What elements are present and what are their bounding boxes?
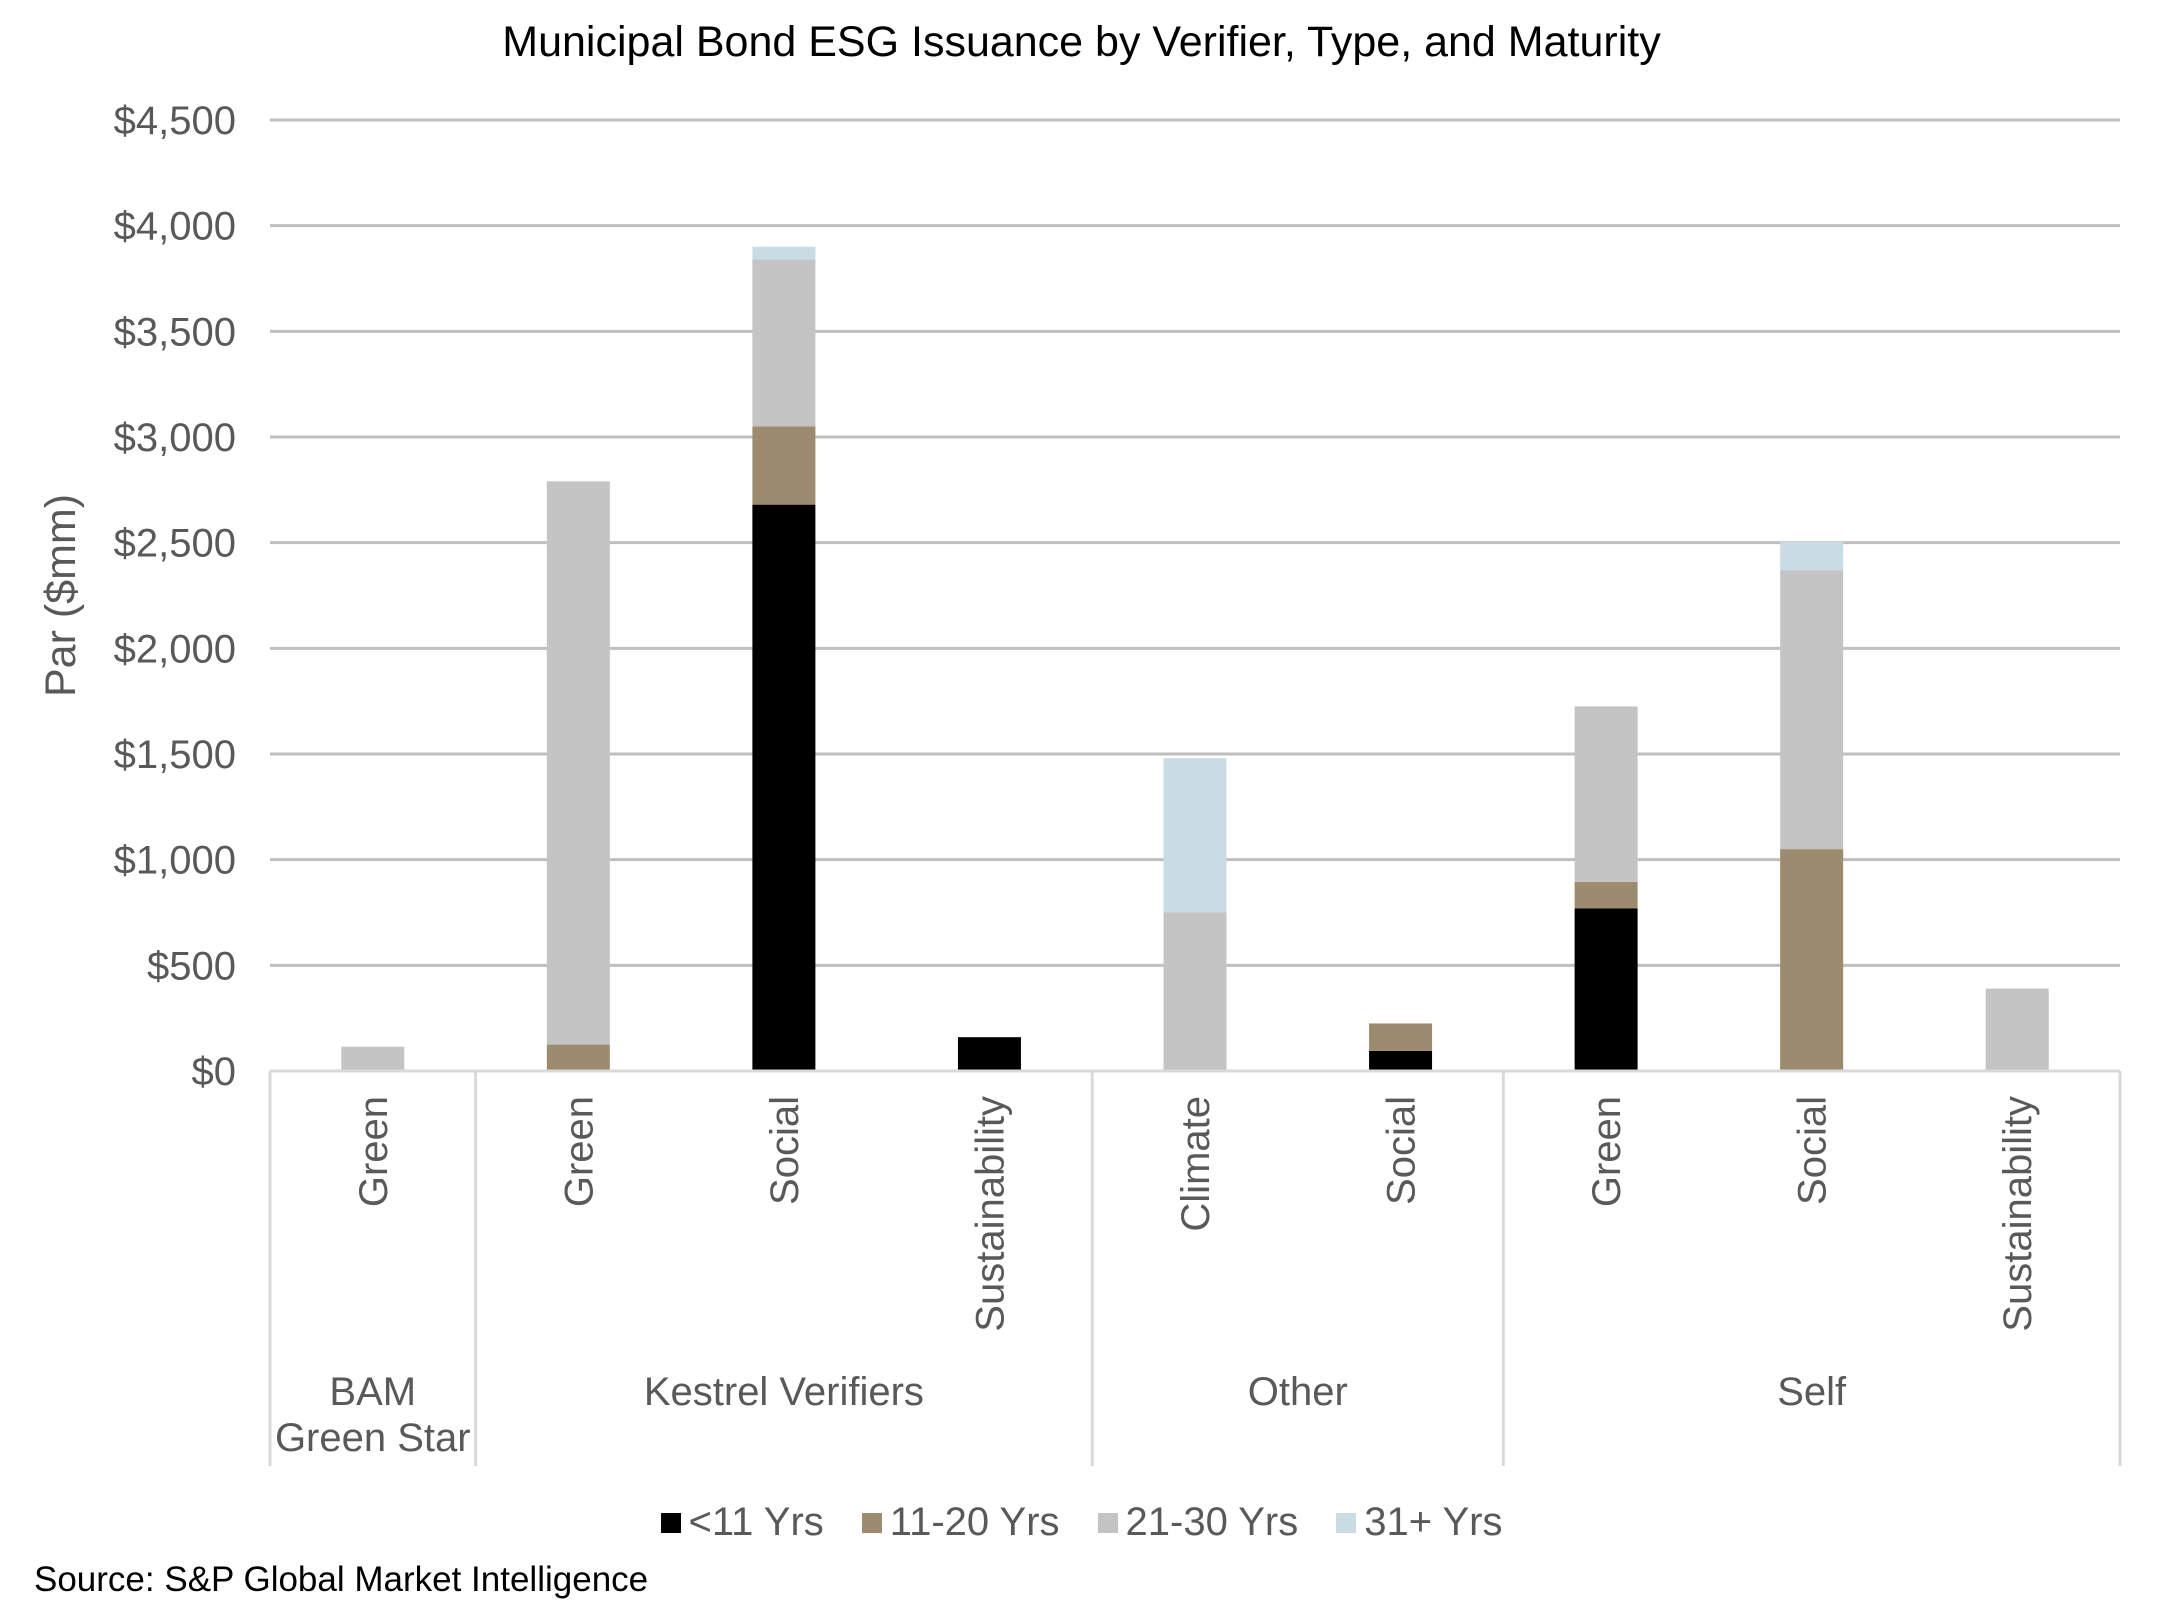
legend-label: 21-30 Yrs <box>1125 1500 1299 1544</box>
y-tick-label: $1,000 <box>114 839 236 883</box>
legend-item: <11 Yrs <box>660 1500 824 1545</box>
y-tick-label: $3,500 <box>114 310 236 354</box>
bar-segment <box>1780 849 1844 1071</box>
bar-segment <box>752 504 816 1071</box>
legend: <11 Yrs 11-20 Yrs 21-30 Yrs 31+ Yrs <box>0 1500 2163 1545</box>
bar-segment <box>752 259 816 427</box>
legend-swatch <box>861 1512 882 1533</box>
bar-segment <box>957 1037 1021 1071</box>
legend-swatch <box>1097 1512 1118 1533</box>
bar-segment <box>1574 908 1638 1071</box>
bar-segment <box>752 246 816 260</box>
legend-swatch <box>660 1512 681 1533</box>
bar-segment <box>1369 1023 1433 1051</box>
bar-segment <box>1780 570 1844 850</box>
bar-segment <box>1985 988 2049 1071</box>
y-tick-label: $0 <box>192 1050 237 1094</box>
bar-segment <box>341 1046 405 1071</box>
y-tick-label: $4,500 <box>114 99 236 143</box>
group-label: Self <box>1777 1370 1847 1414</box>
bars <box>341 246 2049 1071</box>
bar-segment <box>752 426 816 505</box>
bar-segment <box>1780 541 1844 571</box>
y-axis-title: Par ($mm) <box>37 494 85 697</box>
y-tick-label: $3,000 <box>114 416 236 460</box>
category-label: Green <box>1585 1096 1629 1207</box>
y-tick-label: $500 <box>147 944 236 988</box>
bar-segment <box>1369 1050 1433 1071</box>
category-label: Green <box>557 1096 601 1207</box>
bar-segment <box>1163 758 1227 913</box>
group-label: Green Star <box>275 1416 471 1460</box>
category-label: Sustainability <box>968 1096 1012 1332</box>
legend-swatch <box>1336 1512 1357 1533</box>
legend-item: 31+ Yrs <box>1336 1500 1502 1545</box>
group-label: Other <box>1248 1370 1348 1414</box>
legend-label: 11-20 Yrs <box>889 1500 1060 1544</box>
bar-segment <box>546 481 610 1045</box>
source-note: Source: S&P Global Market Intelligence <box>34 1560 649 1599</box>
y-tick-label: $4,000 <box>114 205 236 249</box>
category-label: Social <box>1791 1096 1835 1205</box>
legend-label: <11 Yrs <box>688 1500 824 1544</box>
category-label: Green <box>352 1096 396 1207</box>
legend-item: 21-30 Yrs <box>1097 1500 1299 1545</box>
category-label: Social <box>763 1096 807 1205</box>
bar-segment <box>1163 912 1227 1071</box>
legend-item: 11-20 Yrs <box>861 1500 1060 1545</box>
bar-segment <box>546 1044 610 1071</box>
category-label: Sustainability <box>1996 1096 2040 1332</box>
y-tick-label: $2,000 <box>114 627 236 671</box>
bar-segment <box>1574 881 1638 909</box>
chart-title: Municipal Bond ESG Issuance by Verifier,… <box>502 18 1661 66</box>
group-label: Kestrel Verifiers <box>644 1370 924 1414</box>
axis: $0 $500 $1,000 $1,500 $2,000 $2,500 $3,000 $3,5… <box>37 99 2122 1466</box>
category-label: Social <box>1380 1096 1424 1205</box>
bar-segment <box>1574 706 1638 882</box>
y-tick-label: $1,500 <box>114 733 236 777</box>
legend-label: 31+ Yrs <box>1364 1500 1503 1544</box>
category-label: Climate <box>1174 1096 1218 1232</box>
y-tick-label: $2,500 <box>114 522 236 566</box>
group-label: BAM <box>329 1370 416 1414</box>
